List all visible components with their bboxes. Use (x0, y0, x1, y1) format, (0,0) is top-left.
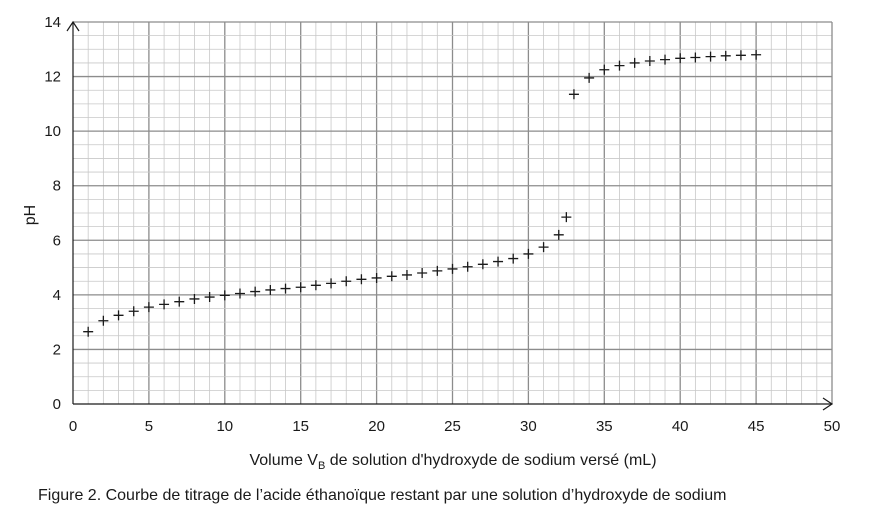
data-point (113, 310, 124, 321)
data-point (584, 72, 595, 83)
y-axis-arrow (66, 20, 80, 32)
data-point (204, 292, 215, 303)
y-axis-label: pH (22, 205, 39, 225)
y-tick-label: 8 (53, 178, 61, 195)
x-tick-label: 25 (444, 418, 461, 435)
data-point (159, 299, 170, 310)
x-tick-label: 20 (368, 418, 385, 435)
x-tick-label: 5 (145, 418, 153, 435)
data-point (477, 259, 488, 270)
x-axis-arrow (822, 397, 834, 411)
y-tick-label: 0 (53, 396, 61, 413)
data-point (174, 296, 185, 307)
data-point (447, 263, 458, 274)
data-point (128, 306, 139, 317)
data-point (614, 60, 625, 71)
y-tick-label: 4 (53, 287, 61, 304)
chart-axes (66, 20, 834, 411)
data-point (735, 50, 746, 61)
data-point (280, 283, 291, 294)
data-point (462, 261, 473, 272)
data-point (720, 50, 731, 61)
x-tick-label: 50 (824, 418, 841, 435)
data-point (538, 242, 549, 253)
y-tick-label: 6 (53, 232, 61, 249)
titration-chart: 0 5 10 15 20 25 30 35 40 45 50 0 2 4 6 8 10 12 14 pH (22, 14, 840, 435)
chart-grid (73, 21, 833, 404)
data-point (98, 315, 109, 326)
data-point (675, 53, 686, 64)
data-point (644, 56, 655, 67)
data-point (432, 265, 443, 276)
tick-labels: 0 5 10 15 20 25 30 35 40 45 50 0 2 4 6 8 10 12 14 (44, 14, 840, 435)
data-point (508, 253, 519, 264)
x-axis-label: Volume VB de solution d'hydroxyde de sod… (0, 452, 880, 472)
data-point (568, 89, 579, 100)
data-point (599, 64, 610, 75)
data-point (561, 212, 572, 223)
x-axis-label-main: Volume V (249, 452, 318, 469)
data-point (493, 256, 504, 267)
x-tick-label: 0 (69, 418, 77, 435)
x-tick-label: 15 (292, 418, 309, 435)
x-tick-label: 30 (520, 418, 537, 435)
data-point (189, 293, 200, 304)
data-point (326, 278, 337, 289)
data-point (265, 284, 276, 295)
data-point (751, 49, 762, 60)
data-point (401, 269, 412, 280)
figure-caption: Figure 2. Courbe de titrage de l’acide é… (38, 487, 727, 504)
y-tick-label: 12 (44, 69, 61, 86)
data-point (310, 280, 321, 291)
x-tick-label: 35 (596, 418, 613, 435)
y-tick-label: 2 (53, 341, 61, 358)
data-point (219, 290, 230, 301)
x-tick-label: 10 (216, 418, 233, 435)
data-point (690, 52, 701, 63)
data-point (660, 54, 671, 65)
x-tick-label: 45 (748, 418, 765, 435)
data-point (705, 51, 716, 62)
y-tick-label: 14 (44, 14, 61, 31)
data-point (83, 326, 94, 337)
y-tick-label: 10 (44, 123, 61, 140)
data-point (234, 288, 245, 299)
data-point (553, 229, 564, 240)
data-point (629, 57, 640, 68)
data-point (523, 248, 534, 259)
data-point (386, 271, 397, 282)
data-point (371, 272, 382, 283)
data-point (417, 268, 428, 279)
x-axis-label-rest: de solution d'hydroxyde de sodium versé … (325, 452, 657, 469)
data-point (341, 276, 352, 287)
data-points (83, 49, 762, 337)
data-point (250, 286, 261, 297)
data-point (143, 302, 154, 313)
data-point (356, 274, 367, 285)
x-axis-label-subscript: B (317, 460, 326, 473)
x-tick-label: 40 (672, 418, 689, 435)
data-point (295, 282, 306, 293)
